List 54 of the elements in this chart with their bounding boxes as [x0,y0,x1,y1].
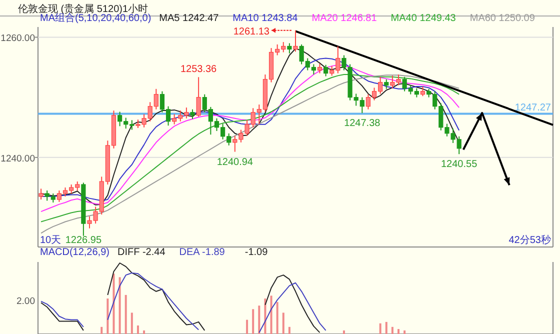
candlestick [38,188,44,200]
bar [246,320,248,334]
text: 2.00 [16,296,35,307]
y-tick-label: 1240.00 [0,153,35,164]
candlestick [323,64,328,77]
chart-title: MACD(12,26,9) [40,247,110,258]
candlestick [287,42,292,54]
candlestick [317,63,322,74]
bar [118,277,121,334]
ref-line-label: 1247.27 [514,102,552,114]
candlestick [293,30,298,52]
candlestick [196,76,201,118]
annotation: 10天 [40,235,62,246]
bar [379,323,382,334]
bar [264,298,266,334]
bar [112,274,115,334]
bar [398,329,400,334]
bar [342,330,345,334]
candlestick [384,78,389,90]
bar [136,325,139,334]
bar [100,326,103,334]
text: MA20 1246.81 [312,13,378,24]
bar [282,312,284,334]
bar [288,326,290,334]
annotation: 1240.55 [441,159,478,170]
bar [124,294,127,334]
chart-subtitle: MA组合(5,10,20,40,60,0) [40,12,152,24]
bar [252,309,254,334]
bar [276,302,278,334]
text: MA5 1242.47 [159,13,220,24]
text: MA10 1243.84 [232,13,298,24]
candlestick [190,108,195,120]
annotation: 1240.94 [216,156,254,168]
bar [130,312,133,334]
bar [143,330,146,334]
annotation: 1261.13 [233,26,270,38]
text: MA60 1250.09 [470,13,536,24]
text: -1.09 [244,247,268,258]
text: DEA -1.89 [179,247,226,258]
bar [106,298,109,334]
bar [258,306,260,334]
bar [404,330,406,334]
annotation: 1247.38 [344,118,381,130]
bar [385,322,388,334]
series-label: DIFF -2.44 [117,247,166,258]
annotation: 1253.36 [180,64,218,76]
chart-title: 伦敦金现 (贵金属 5120)1小时 [18,3,148,15]
bar [391,326,394,334]
bar [270,296,272,334]
candlestick [420,86,426,97]
y-tick-label: 1260.00 [0,33,35,44]
text: MA40 1249.43 [390,13,456,24]
text: 42分53秒 [508,234,551,246]
annotation: 1226.95 [65,235,102,246]
